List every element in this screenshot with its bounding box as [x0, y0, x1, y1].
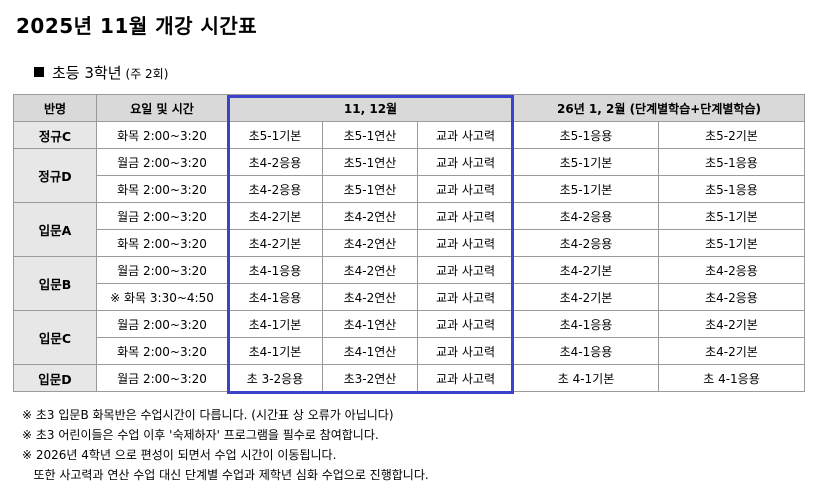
note-line: ※ 초3 입문B 화목반은 수업시간이 다릅니다. (시간표 상 오류가 아닙니…	[22, 408, 394, 422]
day-time-cell: 월금 2:00~3:20	[96, 310, 228, 338]
course-cell: 교과 사고력	[417, 121, 514, 149]
table-header-row: 반명 요일 및 시간 11, 12월 26년 1, 2월 (단계별학습+단계별학…	[13, 94, 805, 122]
square-bullet-icon	[34, 67, 44, 77]
course-cell: 교과 사고력	[417, 283, 514, 311]
course-cell: 초5-1연산	[322, 148, 418, 176]
course-cell: 초5-1응용	[658, 175, 805, 203]
course-cell: 교과 사고력	[417, 337, 514, 365]
course-cell: 초4-1응용	[513, 337, 659, 365]
course-cell: 초5-1연산	[322, 121, 418, 149]
header-day-time: 요일 및 시간	[96, 94, 228, 122]
class-name: 입문B	[13, 256, 97, 311]
note-line: ※ 2026년 4학년 으로 편성이 되면서 수업 시간이 이동됩니다.	[22, 448, 337, 462]
class-name: 정규C	[13, 121, 97, 149]
course-cell: 초4-2기본	[658, 337, 805, 365]
day-time-cell: 월금 2:00~3:20	[96, 202, 228, 230]
notes-section: ※ 초3 입문B 화목반은 수업시간이 다릅니다. (시간표 상 오류가 아닙니…	[22, 405, 429, 485]
day-time-cell: 화목 2:00~3:20	[96, 175, 228, 203]
note-line: 또한 사고력과 연산 수업 대신 단계별 수업과 제학년 심화 수업으로 진행합…	[22, 468, 429, 482]
day-time-cell: 월금 2:00~3:20	[96, 256, 228, 284]
day-time-cell: 월금 2:00~3:20	[96, 148, 228, 176]
day-time-cell: ※ 화목 3:30~4:50	[96, 283, 228, 311]
course-cell: 초4-2연산	[322, 283, 418, 311]
course-cell: 초4-2연산	[322, 229, 418, 257]
schedule-table: 반명 요일 및 시간 11, 12월 26년 1, 2월 (단계별학습+단계별학…	[13, 94, 805, 392]
table-row: 입문C 월금 2:00~3:20 초4-1기본 초4-1연산 교과 사고력 초4…	[13, 310, 805, 365]
course-cell: 초5-1기본	[227, 121, 323, 149]
course-cell: 초5-1기본	[658, 202, 805, 230]
table-row: 화목 2:00~3:20 초4-1기본 초4-1연산 교과 사고력 초4-1응용…	[14, 337, 805, 365]
course-cell: 초4-2응용	[513, 202, 659, 230]
table-row: 입문D 월금 2:00~3:20 초 3-2응용 초3-2연산 교과 사고력 초…	[13, 364, 805, 392]
course-cell: 초4-2기본	[513, 256, 659, 284]
header-jan-feb: 26년 1, 2월 (단계별학습+단계별학습)	[513, 94, 805, 122]
table-row: 입문B 월금 2:00~3:20 초4-1응용 초4-2연산 교과 사고력 초4…	[13, 256, 805, 311]
course-cell: 초5-1연산	[322, 175, 418, 203]
course-cell: 교과 사고력	[417, 202, 514, 230]
class-name: 정규D	[13, 148, 97, 203]
day-time-cell: 화목 2:00~3:20	[96, 229, 228, 257]
course-cell: 교과 사고력	[417, 256, 514, 284]
course-cell: 초4-1응용	[227, 256, 323, 284]
class-name: 입문C	[13, 310, 97, 365]
table-row: 화목 2:00~3:20 초4-2응용 초5-1연산 교과 사고력 초5-1기본…	[14, 175, 805, 203]
course-cell: 초5-1기본	[513, 175, 659, 203]
course-cell: 초4-2기본	[658, 310, 805, 338]
day-time-cell: 화목 2:00~3:20	[96, 121, 228, 149]
course-cell: 초4-1연산	[322, 310, 418, 338]
table-row: 화목 2:00~3:20 초4-2기본 초4-2연산 교과 사고력 초4-2응용…	[14, 229, 805, 257]
course-cell: 초4-1응용	[513, 310, 659, 338]
course-cell: 초 4-1기본	[513, 364, 659, 392]
course-cell: 초4-1기본	[227, 337, 323, 365]
course-cell: 초5-1기본	[658, 229, 805, 257]
course-cell: 초4-1응용	[227, 283, 323, 311]
course-cell: 초4-2응용	[227, 175, 323, 203]
course-cell: 초4-2응용	[658, 283, 805, 311]
course-cell: 초5-1응용	[658, 148, 805, 176]
course-cell: 초5-2기본	[658, 121, 805, 149]
day-time-cell: 월금 2:00~3:20	[96, 364, 228, 392]
table-row: 입문A 월금 2:00~3:20 초4-2기본 초4-2연산 교과 사고력 초4…	[13, 202, 805, 257]
day-time-cell: 화목 2:00~3:20	[96, 337, 228, 365]
note-line: ※ 초3 어린이들은 수업 이후 '숙제하자' 프로그램을 필수로 참여합니다.	[22, 428, 379, 442]
course-cell: 초4-2응용	[513, 229, 659, 257]
table-row: 정규C 화목 2:00~3:20 초5-1기본 초5-1연산 교과 사고력 초5…	[13, 121, 805, 149]
course-cell: 초4-2기본	[513, 283, 659, 311]
section-subtitle: 초등 3학년 (주 2회)	[34, 62, 168, 83]
course-cell: 교과 사고력	[417, 364, 514, 392]
course-cell: 초4-1연산	[322, 337, 418, 365]
course-cell: 초4-2연산	[322, 256, 418, 284]
course-cell: 초 4-1응용	[658, 364, 805, 392]
header-class: 반명	[13, 94, 97, 122]
table-row: 정규D 월금 2:00~3:20 초4-2응용 초5-1연산 교과 사고력 초5…	[13, 148, 805, 203]
course-cell: 초4-2연산	[322, 202, 418, 230]
course-cell: 초5-1응용	[513, 121, 659, 149]
subtitle-note: (주 2회)	[125, 67, 169, 81]
course-cell: 초4-1기본	[227, 310, 323, 338]
course-cell: 교과 사고력	[417, 310, 514, 338]
page-title: 2025년 11월 개강 시간표	[16, 14, 258, 38]
course-cell: 초4-2응용	[227, 148, 323, 176]
course-cell: 초4-2응용	[658, 256, 805, 284]
course-cell: 교과 사고력	[417, 229, 514, 257]
course-cell: 초3-2연산	[322, 364, 418, 392]
class-name: 입문D	[13, 364, 97, 392]
course-cell: 초4-2기본	[227, 202, 323, 230]
table-row: ※ 화목 3:30~4:50 초4-1응용 초4-2연산 교과 사고력 초4-2…	[14, 283, 805, 311]
header-nov-dec: 11, 12월	[227, 94, 514, 122]
course-cell: 교과 사고력	[417, 148, 514, 176]
course-cell: 초 3-2응용	[227, 364, 323, 392]
course-cell: 초4-2기본	[227, 229, 323, 257]
subtitle-label: 초등 3학년	[52, 64, 122, 82]
class-name: 입문A	[13, 202, 97, 257]
course-cell: 교과 사고력	[417, 175, 514, 203]
course-cell: 초5-1기본	[513, 148, 659, 176]
